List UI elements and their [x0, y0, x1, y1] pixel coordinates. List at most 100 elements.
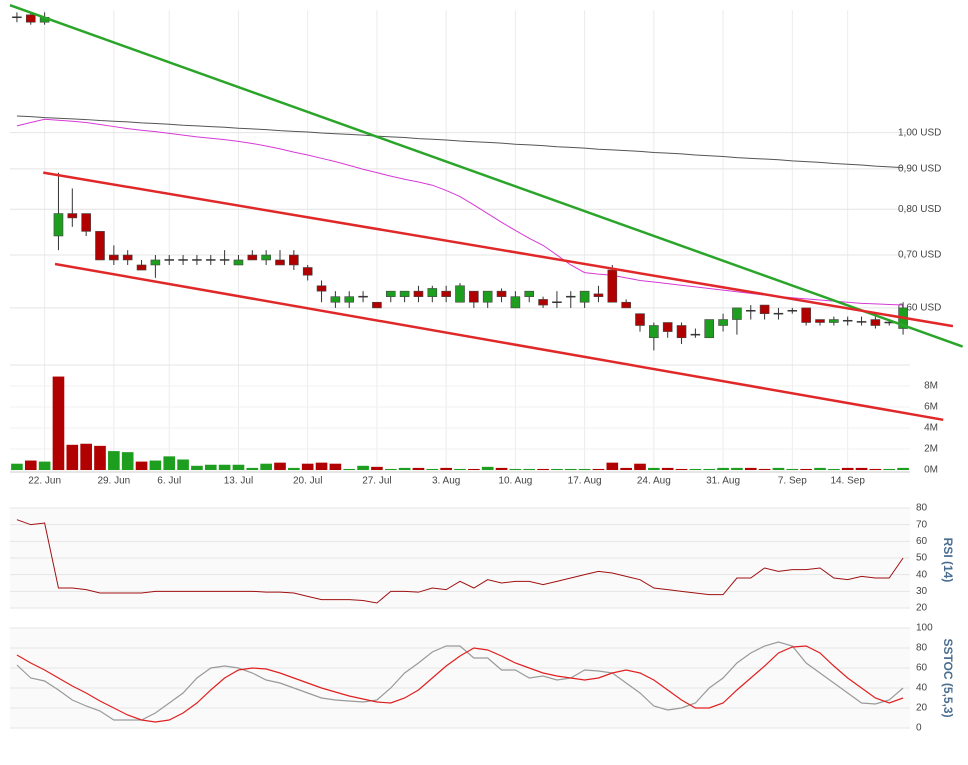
volume-bar	[260, 463, 272, 470]
volume-bar	[38, 461, 51, 470]
volume-bar	[66, 444, 79, 470]
candle-body	[649, 325, 659, 339]
trendline	[54, 262, 944, 422]
trendline	[9, 4, 964, 348]
x-tick-label: 6. Jul	[157, 476, 181, 487]
volume-bar	[523, 468, 536, 470]
candle-body	[261, 254, 271, 261]
y-tick-label: 100	[916, 623, 933, 634]
y-tick-label: 20	[916, 603, 928, 614]
candle-body	[122, 254, 133, 261]
volume-bar	[897, 467, 909, 470]
candle-body	[247, 254, 258, 261]
volume-bar	[551, 468, 563, 470]
volume-bar	[855, 467, 868, 470]
candle-body	[192, 259, 202, 261]
volume-bar	[786, 468, 799, 470]
x-tick-label: 13. Jul	[224, 476, 253, 487]
candle-body	[372, 301, 382, 309]
volume-bar	[80, 443, 92, 470]
sstoc-label: SSTOC (5,5,3)	[941, 638, 955, 717]
candle-body	[219, 259, 230, 261]
candle-body	[842, 319, 853, 322]
candle-body	[773, 312, 784, 315]
volume-bar	[869, 468, 882, 470]
volume-bar	[758, 468, 771, 470]
volume-bar	[384, 468, 397, 470]
candle-body	[427, 288, 438, 297]
candle-body	[178, 259, 188, 261]
volume-bar	[703, 468, 716, 470]
rsi-line	[16, 519, 904, 604]
candle-body	[815, 319, 825, 323]
y-tick-label: 60	[916, 536, 928, 547]
candle-body	[635, 313, 645, 326]
y-tick-label: 0,80 USD	[898, 204, 941, 215]
y-tick-label: 0,70 USD	[898, 250, 941, 261]
y-tick-label: 20	[916, 703, 928, 714]
candle-body	[150, 259, 161, 266]
candle-body	[607, 269, 618, 303]
volume-bar	[246, 467, 259, 470]
candle-body	[316, 285, 327, 292]
volume-bar	[315, 462, 328, 470]
candle-body	[233, 259, 244, 266]
candle-body	[704, 319, 715, 339]
y-tick-label: 80	[916, 503, 928, 514]
volume-bar	[94, 445, 106, 470]
x-tick-label: 20. Jul	[293, 476, 322, 487]
x-tick-label: 31. Aug	[706, 476, 740, 487]
volume-bar	[661, 467, 674, 470]
volume-bar	[329, 463, 342, 470]
y-tick-label: 80	[916, 643, 928, 654]
volume-bar	[149, 460, 162, 470]
candle-body	[164, 259, 174, 261]
candle-body	[856, 321, 867, 323]
candle-body	[469, 290, 479, 303]
candle-body	[718, 319, 728, 326]
trendline	[43, 171, 954, 328]
y-tick-label: 60	[916, 663, 928, 674]
y-tick-label: 0M	[924, 465, 938, 476]
volume-bar	[357, 465, 369, 470]
volume-bar	[744, 467, 757, 470]
candle-body	[690, 333, 701, 336]
y-tick-label: 50	[916, 553, 928, 564]
candle-body	[482, 290, 493, 303]
candle-body	[358, 295, 368, 298]
x-tick-label: 27. Jul	[362, 476, 391, 487]
x-tick-label: 22. Jun	[28, 476, 61, 487]
volume-bar	[163, 456, 176, 470]
volume-bar	[592, 468, 605, 470]
volume-bar	[883, 468, 896, 470]
candle-body	[662, 322, 673, 332]
candle-body	[621, 301, 631, 309]
y-tick-label: 4M	[924, 423, 938, 434]
volume-bar	[24, 460, 37, 470]
y-tick-label: 0,60 USD	[898, 303, 941, 314]
volume-bar	[620, 467, 632, 470]
volume-bar	[468, 468, 480, 470]
volume-bar	[343, 468, 356, 470]
volume-bar	[121, 452, 134, 470]
candle-body	[829, 319, 839, 323]
volume-bar	[52, 376, 65, 470]
sstoc-line	[16, 641, 904, 721]
y-tick-label: 40	[916, 569, 928, 580]
rsi-label: RSI (14)	[941, 538, 955, 583]
x-tick-label: 3. Aug	[432, 476, 460, 487]
volume-bar	[731, 467, 743, 470]
x-tick-label: 10. Aug	[498, 476, 532, 487]
volume-bar	[509, 468, 522, 470]
candle-body	[524, 290, 535, 297]
volume-bar	[800, 468, 812, 470]
y-tick-label: 40	[916, 683, 928, 694]
candle-body	[95, 231, 105, 261]
sstoc-panel	[10, 628, 910, 728]
volume-bar	[232, 464, 245, 470]
volume-bar	[288, 467, 300, 470]
volume-bar	[177, 459, 189, 470]
volume-bar	[578, 468, 591, 470]
y-tick-label: 30	[916, 586, 928, 597]
candle-body	[676, 325, 687, 339]
